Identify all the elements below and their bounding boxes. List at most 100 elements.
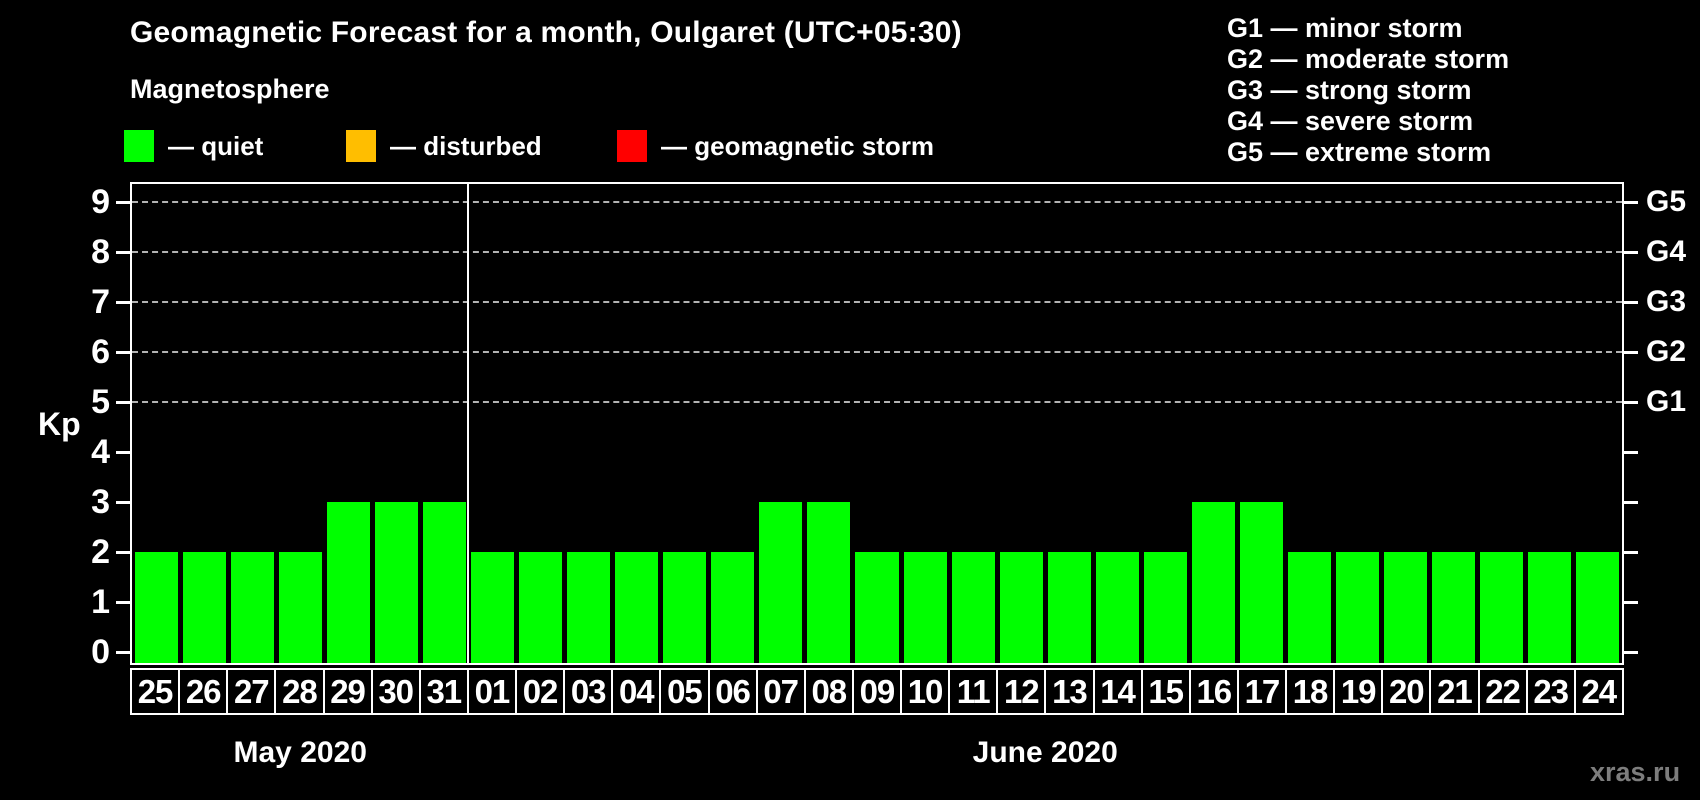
day-label: 15 xyxy=(1143,670,1191,713)
month-label-june: June 2020 xyxy=(972,736,1118,769)
kp-bar-day-05 xyxy=(663,552,707,663)
day-label: 06 xyxy=(710,670,758,713)
kp-bar-day-18 xyxy=(1288,552,1332,663)
month-separator xyxy=(467,184,470,663)
gridline-kp-8 xyxy=(132,251,1622,253)
day-label: 10 xyxy=(902,670,951,713)
month-label-may: May 2020 xyxy=(233,736,367,769)
kp-bar-day-27 xyxy=(230,552,274,663)
kp-bar-day-02 xyxy=(519,552,563,663)
day-label: 21 xyxy=(1431,670,1480,713)
magnetosphere-legend-title: Magnetosphere xyxy=(130,74,330,104)
kp-bar-day-21 xyxy=(1432,552,1476,663)
y-axis-tick-label: 2 xyxy=(91,533,110,571)
right-axis-tick xyxy=(1624,651,1638,654)
kp-bar-day-08 xyxy=(807,502,851,663)
legend-item-quiet: — quiet xyxy=(124,128,263,164)
kp-bar-day-06 xyxy=(711,552,755,663)
day-label: 20 xyxy=(1383,670,1432,713)
right-axis-tick xyxy=(1624,251,1638,254)
y-axis-tick-label: 3 xyxy=(91,483,110,521)
right-axis-tick xyxy=(1624,501,1638,504)
y-axis-tick-label: 5 xyxy=(91,383,110,421)
kp-bar-day-10 xyxy=(903,552,947,663)
day-label: 01 xyxy=(469,670,517,713)
gridline-kp-5 xyxy=(132,401,1622,403)
day-label: 08 xyxy=(806,670,854,713)
kp-bar-day-12 xyxy=(999,552,1043,663)
kp-bar-day-29 xyxy=(326,502,370,663)
kp-bar-day-26 xyxy=(182,552,226,663)
kp-bar-day-19 xyxy=(1336,552,1380,663)
day-label: 11 xyxy=(950,670,999,713)
day-label: 29 xyxy=(325,670,373,713)
quiet-color-swatch-icon xyxy=(124,130,154,162)
y-axis-tick xyxy=(116,201,130,204)
day-label: 25 xyxy=(132,670,181,713)
day-label: 19 xyxy=(1335,670,1384,713)
legend-item-geomagnetic-storm: — geomagnetic storm xyxy=(617,128,934,164)
kp-axis-label: Kp xyxy=(38,406,81,442)
g-level-label-g2: G2 xyxy=(1646,335,1687,368)
y-axis-tick xyxy=(116,501,130,504)
g-level-label-g5: G5 xyxy=(1646,185,1687,218)
kp-bar-day-22 xyxy=(1480,552,1524,663)
gridline-kp-6 xyxy=(132,351,1622,353)
right-axis-tick xyxy=(1624,451,1638,454)
day-label: 26 xyxy=(180,670,229,713)
day-axis: 25 26 27 28 29 30 31 01 02 03 04 05 06 07 08 09 10 11 12 13… xyxy=(130,668,1624,715)
kp-bar-day-14 xyxy=(1095,552,1139,663)
right-axis-tick xyxy=(1624,601,1638,604)
kp-bar-day-11 xyxy=(951,552,995,663)
y-axis-tick xyxy=(116,651,130,654)
kp-bar-day-30 xyxy=(374,502,418,663)
day-label: 28 xyxy=(276,670,325,713)
storm-scale-item: G2 — moderate storm xyxy=(1227,44,1510,74)
kp-bar-day-09 xyxy=(855,552,899,663)
day-label: 18 xyxy=(1287,670,1336,713)
kp-bar-day-25 xyxy=(134,552,178,663)
kp-bar-day-07 xyxy=(759,502,803,663)
y-axis-tick xyxy=(116,551,130,554)
right-axis-tick xyxy=(1624,551,1638,554)
day-label: 05 xyxy=(661,670,710,713)
y-axis-tick-label: 8 xyxy=(91,233,110,271)
y-axis-tick-label: 4 xyxy=(91,433,110,471)
kp-bar-day-01 xyxy=(470,552,514,663)
kp-bar-day-20 xyxy=(1384,552,1428,663)
kp-bar-day-16 xyxy=(1191,502,1235,663)
y-axis-tick-label: 9 xyxy=(91,183,110,221)
day-label: 03 xyxy=(565,670,614,713)
y-axis-tick xyxy=(116,351,130,354)
g-level-label-g1: G1 xyxy=(1646,385,1687,418)
kp-bar-day-31 xyxy=(422,502,466,663)
legend-item-label: — geomagnetic storm xyxy=(661,130,935,161)
storm-scale-item: G5 — extreme storm xyxy=(1227,137,1492,167)
right-axis-tick xyxy=(1624,351,1638,354)
geomagnetic-storm-color-swatch-icon xyxy=(617,130,647,162)
right-axis-tick xyxy=(1624,401,1638,404)
y-axis-tick-label: 6 xyxy=(91,333,110,371)
storm-scale-item: G4 — severe storm xyxy=(1227,106,1474,136)
g-level-label-g3: G3 xyxy=(1646,285,1687,318)
kp-bar-day-17 xyxy=(1239,502,1284,663)
day-label: 31 xyxy=(421,670,469,713)
y-axis-tick xyxy=(116,251,130,254)
day-label: 27 xyxy=(228,670,277,713)
day-label: 22 xyxy=(1480,670,1528,713)
kp-bar-day-28 xyxy=(278,552,322,663)
storm-scale-item: G3 — strong storm xyxy=(1227,75,1472,105)
day-label: 12 xyxy=(998,670,1047,713)
day-label: 13 xyxy=(1046,670,1095,713)
y-axis-tick xyxy=(116,601,130,604)
y-axis-tick xyxy=(116,451,130,454)
day-label: 14 xyxy=(1095,670,1143,713)
day-label: 30 xyxy=(373,670,421,713)
day-label: 23 xyxy=(1528,670,1576,713)
y-axis-tick xyxy=(116,401,130,404)
day-label: 17 xyxy=(1239,670,1287,713)
day-label: 07 xyxy=(758,670,806,713)
watermark: xras.ru xyxy=(1590,757,1681,787)
gridline-kp-7 xyxy=(132,301,1622,303)
legend-item-label: — quiet xyxy=(168,130,264,161)
